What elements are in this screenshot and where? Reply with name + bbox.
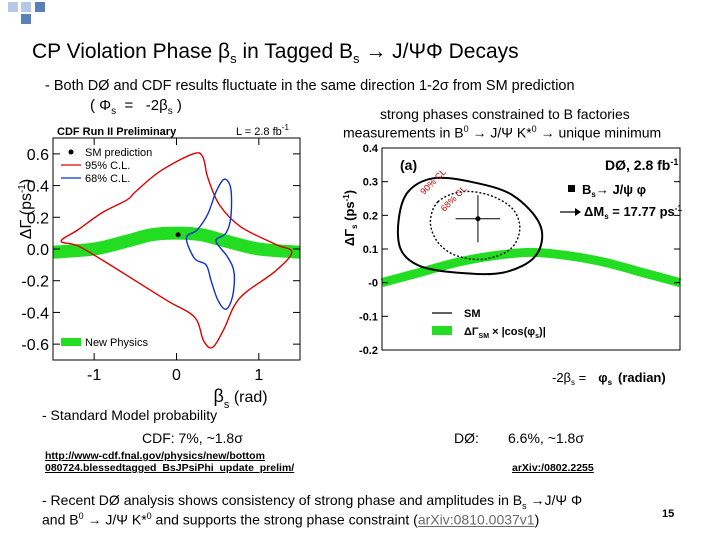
slide-title: CP Violation Phase βs in Tagged Bs → J/Ψ… — [32, 40, 519, 67]
x-tick-label: -1 — [87, 367, 101, 384]
d0-link[interactable]: arXiv:/0802.2255 — [512, 462, 594, 474]
y-axis-label: ΔΓs (ps-1) — [342, 190, 359, 246]
luminosity-sup: -1 — [282, 123, 290, 132]
x-axis-label-unit: (radian) — [618, 370, 666, 385]
cdf-chart: 0.6 0.4 0.2 0.0 -0.2 -0.4 -0.6 -1 0 1 CDF Run II P… — [17, 123, 301, 411]
recent-analysis-line-1: - Recent DØ analysis shows consistency o… — [42, 492, 583, 511]
y-axis-label: ΔΓ (ps-1) — [17, 179, 35, 239]
y-tick-label: 0.2 — [27, 210, 49, 227]
legend-68-label: 68% C.L. — [85, 173, 130, 185]
legend-sm-marker — [68, 149, 74, 155]
y-tick-label: 0.3 — [363, 177, 378, 189]
y-tick-label: -0 — [368, 278, 378, 290]
legend-sm-label: SM prediction — [85, 147, 152, 159]
y-axis-label-sup: -1 — [342, 194, 351, 202]
legend-bs-sub: s — [591, 190, 596, 199]
best-fit-point — [475, 216, 481, 222]
y-tick-label: 0.0 — [27, 242, 49, 259]
y-axis-label-unit: (ps — [342, 201, 357, 224]
experiment-label: DØ, 2.8 fb-1 — [605, 157, 678, 173]
y-axis-label-sup: -1 — [17, 184, 28, 193]
decor-square-4 — [21, 14, 31, 24]
sm-probability-heading: - Standard Model probability — [42, 407, 218, 423]
experiment-label-sup: -1 — [670, 157, 678, 167]
y-tick-label: -0.2 — [359, 345, 378, 357]
contour-95cl — [60, 152, 293, 349]
legend-dms-rest: = 17.77 ps — [609, 204, 675, 219]
legend-dg-sub2: s — [535, 333, 539, 340]
x-axis-label-unit: (rad) — [229, 389, 267, 406]
y-tick-label: 0.1 — [363, 244, 378, 256]
legend-bs-rest: → J/ψ φ — [596, 182, 646, 197]
legend-bs-marker — [568, 185, 575, 192]
y-axis-label-sub: s — [350, 224, 359, 229]
arxiv-link[interactable]: arXiv:0810.0037v1 — [417, 511, 535, 528]
y-tick-label: -0.1 — [359, 311, 378, 323]
label-68cl: 68% CL — [439, 184, 469, 214]
x-tick-label: 0 — [172, 367, 181, 384]
legend-dg-label: ΔΓSM × |cos(φs)| — [464, 326, 546, 340]
x-axis-label: -2βs = φs (radian) — [552, 370, 666, 387]
legend-dg-close: )| — [539, 326, 546, 338]
x-axis-label-phi: φ — [598, 370, 607, 385]
legend-dms-arrow-head — [575, 208, 581, 216]
decor-square-2 — [21, 2, 31, 12]
contour-68cl — [429, 190, 521, 261]
cdf-link-line-1[interactable]: http://www-cdf.fnal.gov/physics/new/bott… — [45, 450, 265, 462]
y-axis-label-close: ) — [18, 179, 35, 184]
recent-analysis-line-2: and B0 → J/Ψ K*0 and supports the strong… — [42, 511, 540, 528]
x-axis-label-phi-sub: s — [608, 378, 613, 387]
contour-90cl — [396, 176, 544, 276]
y-tick-label: 0.4 — [363, 143, 379, 155]
page-number: 15 — [662, 508, 675, 520]
y-tick-label: 0.2 — [363, 210, 378, 222]
y-tick-label: 0.4 — [27, 179, 49, 196]
decor-square-3 — [35, 2, 45, 12]
summary-line: - Both DØ and CDF results fluctuate in t… — [45, 78, 575, 94]
y-tick-label: 0.6 — [27, 147, 49, 164]
legend-dms-sub: s — [604, 212, 609, 221]
sm-prediction-point — [175, 232, 181, 238]
legend-band-label: New Physics — [85, 337, 148, 349]
legend-95-label: 95% C.L. — [85, 160, 130, 172]
strong-phase-note-1: strong phases constrained to B factories — [380, 106, 630, 122]
luminosity-label: L = 2.8 fb-1 — [236, 123, 289, 138]
strong-phase-note-2: measurements in B0 → J/Ψ K*0 → unique mi… — [343, 124, 662, 141]
panel-label: (a) — [400, 157, 417, 173]
x-axis-label-sub: s — [571, 378, 575, 387]
cdf-chart-title: CDF Run II Preliminary — [57, 126, 177, 138]
decor-square-1 — [8, 2, 18, 12]
x-axis-label-sub: s — [224, 399, 230, 411]
y-tick-label: -0.4 — [21, 305, 49, 322]
legend-dg-swatch — [432, 326, 452, 335]
d0-label: DØ: — [454, 430, 479, 446]
x-axis-label-eq: = — [575, 370, 586, 385]
y-axis-label-close: ) — [342, 190, 357, 194]
y-tick-label: -0.2 — [21, 274, 49, 291]
phase-relation: ( Φs = -2βs ) — [90, 97, 182, 117]
legend-bs-label: Bs→ J/ψ φ — [582, 182, 646, 199]
x-tick-label: 1 — [254, 367, 263, 384]
legend-dg-sub: SM — [479, 333, 490, 340]
cdf-link-line-2[interactable]: 080724.blessedtagged_BsJPsiPhi_update_pr… — [45, 462, 295, 474]
contour-68cl — [185, 178, 236, 310]
y-tick-label: -0.6 — [21, 337, 49, 354]
legend-dms-sup: -1 — [675, 204, 683, 213]
x-axis-label: βs (rad) — [214, 386, 268, 411]
legend-dg-rest: × |cos(φ — [489, 326, 535, 338]
d0-probability: 6.6%, ~1.8σ — [508, 430, 584, 446]
cdf-probability: CDF: 7%, ~1.8σ — [142, 430, 243, 446]
legend-dms-label: ΔMs = 17.77 ps-1 — [584, 204, 682, 221]
legend-sm-label: SM — [464, 308, 481, 320]
